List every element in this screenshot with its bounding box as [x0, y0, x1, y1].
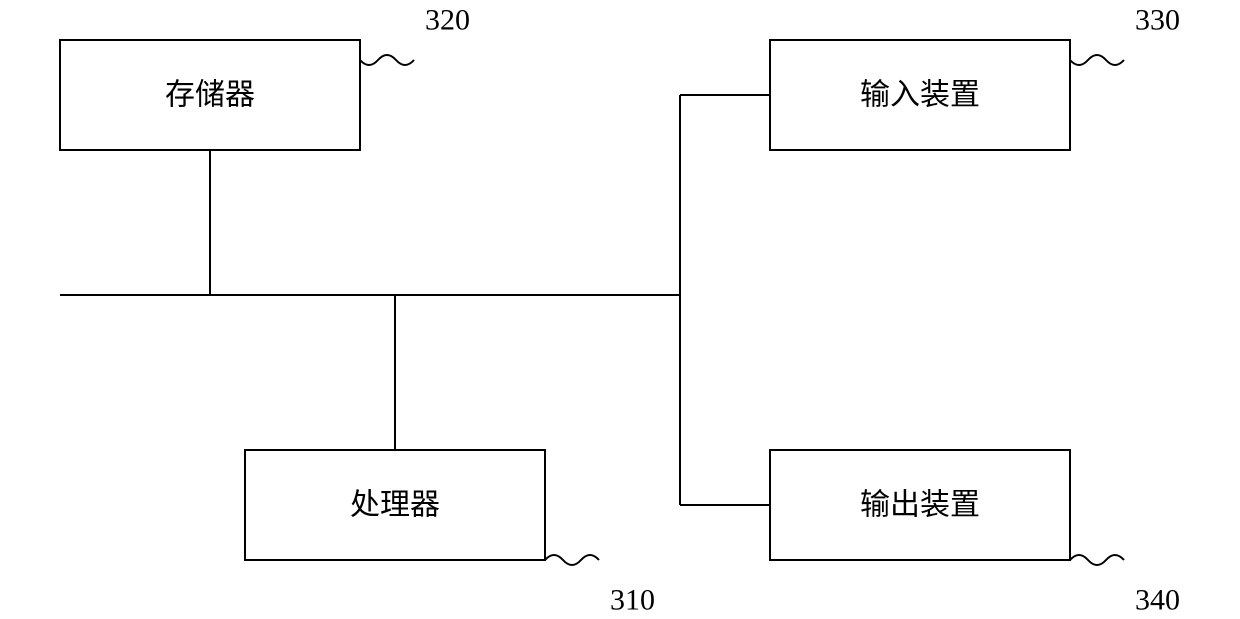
- node-label-input: 输入装置: [860, 79, 980, 112]
- node-label-memory: 存储器: [165, 79, 255, 112]
- block-diagram: 存储器 输入装置处理器 输出装置 320 330 310 340: [0, 0, 1240, 619]
- node-label-output: 输出装置: [860, 489, 980, 522]
- ref-output: 340: [1135, 584, 1180, 617]
- ref-processor: 310: [610, 584, 655, 617]
- node-label-processor: 处理器: [350, 489, 440, 522]
- ref-input: 330: [1135, 4, 1180, 37]
- ref-memory: 320: [425, 4, 470, 37]
